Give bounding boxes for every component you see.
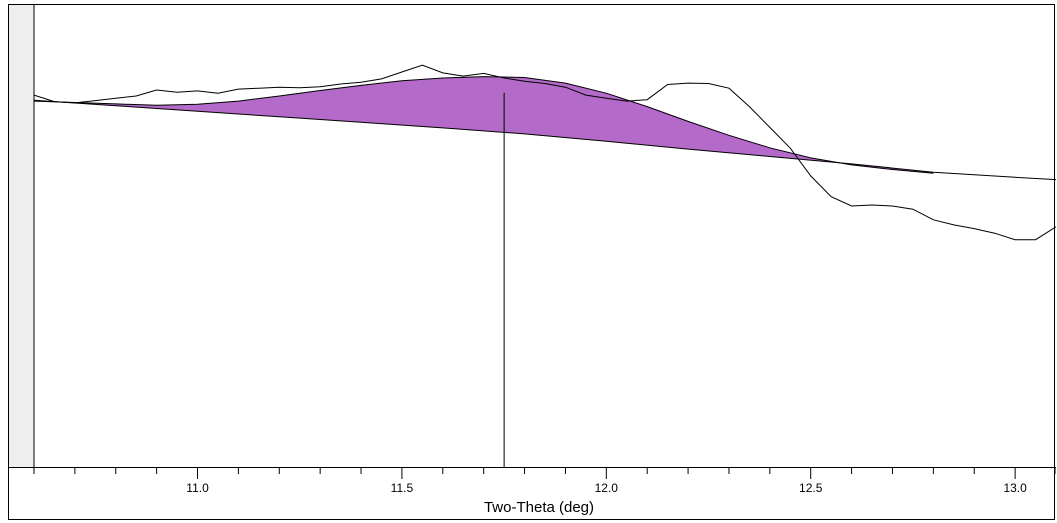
x-axis-title: Two-Theta (deg)	[484, 499, 594, 516]
x-tick-label: 11.5	[391, 481, 414, 495]
fitted-peak-line	[33, 76, 934, 174]
left-sidebar-panel	[9, 5, 34, 468]
chart-frame: 11.0 11.5 12.0 12.5 13.0 Two-Theta (deg)	[8, 4, 1056, 520]
x-tick-label: 12.5	[799, 481, 823, 495]
xrd-chart: 11.0 11.5 12.0 12.5 13.0 Two-Theta (deg)	[9, 5, 1056, 516]
background-line	[33, 99, 1056, 181]
peak-fill-area	[34, 76, 934, 174]
x-tick-label: 13.0	[1003, 481, 1027, 495]
x-tick-label: 12.0	[595, 481, 619, 495]
raw-pattern-line	[33, 64, 1056, 241]
plot-area	[33, 64, 1056, 467]
x-axis-ticks: 11.0 11.5 12.0 12.5 13.0	[33, 467, 1056, 495]
x-tick-label: 11.0	[186, 481, 209, 495]
